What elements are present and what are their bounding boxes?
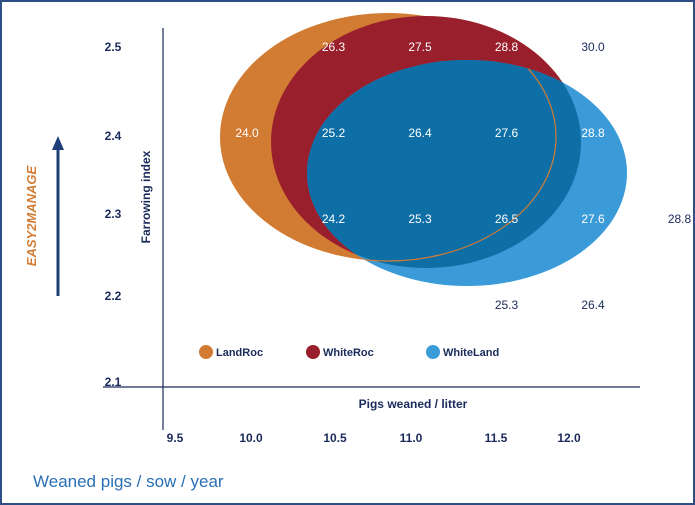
value-label: 28.8 <box>495 40 519 54</box>
y-tick-label: 2.2 <box>105 289 122 303</box>
value-label: 26.4 <box>408 126 432 140</box>
value-label: 26.3 <box>322 40 346 54</box>
y-tick-label: 2.4 <box>105 129 122 143</box>
x-tick-label: 12.0 <box>557 431 581 445</box>
value-label: 30.0 <box>581 40 605 54</box>
easy2manage-label: EASY2MANAGE <box>24 165 39 266</box>
x-tick-label: 9.5 <box>167 431 184 445</box>
region-landroc-outline <box>307 60 557 262</box>
side-annotation: EASY2MANAGE <box>24 136 64 296</box>
legend-label-whiteland: WhiteLand <box>443 347 499 359</box>
y-tick-label: 2.3 <box>105 207 122 221</box>
x-tick-label: 10.5 <box>323 431 347 445</box>
value-label: 26.4 <box>581 298 605 312</box>
value-label: 28.8 <box>668 212 692 226</box>
x-tick-label: 11.0 <box>400 431 423 445</box>
legend-marker-landroc <box>199 345 213 359</box>
y-axis-label: Farrowing index <box>139 150 153 243</box>
value-label: 25.3 <box>495 298 519 312</box>
axes: 2.5 2.4 2.3 2.2 2.1 9.5 10.0 10.5 11.0 11.5 12.0 Pi… <box>103 28 640 445</box>
x-tick-label: 10.0 <box>239 431 263 445</box>
value-labels: 26.3 27.5 28.8 30.0 24.0 25.2 26.4 27.6 28.8 24.2… <box>235 40 691 312</box>
value-label: 24.0 <box>235 126 259 140</box>
y-tick-label: 2.5 <box>105 40 122 54</box>
value-label: 24.2 <box>322 212 346 226</box>
value-label: 27.5 <box>408 40 432 54</box>
value-label: 28.8 <box>581 126 605 140</box>
legend-label-whiteroc: WhiteRoc <box>323 347 374 359</box>
regions <box>220 13 627 286</box>
x-tick-label: 11.5 <box>485 431 508 445</box>
value-label: 26.5 <box>495 212 519 226</box>
value-label: 25.2 <box>322 126 346 140</box>
legend-marker-whiteroc <box>306 345 320 359</box>
x-axis-label: Pigs weaned / litter <box>359 397 468 411</box>
arrow-up-icon <box>52 136 64 150</box>
y-tick-label: 2.1 <box>105 375 122 389</box>
value-label: 27.6 <box>495 126 519 140</box>
value-label: 25.3 <box>408 212 432 226</box>
value-label: 27.6 <box>581 212 605 226</box>
legend-marker-whiteland <box>426 345 440 359</box>
legend: LandRoc WhiteRoc WhiteLand <box>199 345 499 359</box>
legend-label-landroc: LandRoc <box>216 347 263 359</box>
caption: Weaned pigs / sow / year <box>33 472 224 491</box>
